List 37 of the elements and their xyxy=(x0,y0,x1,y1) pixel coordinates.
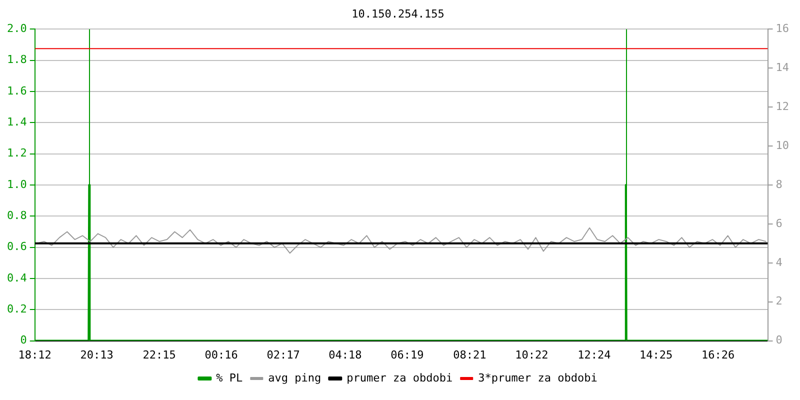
y-tick-label: 1.4 xyxy=(6,116,28,129)
y-tick-label: 0 xyxy=(20,334,27,347)
y-tick-label: 0.2 xyxy=(6,302,27,316)
y-tick-label: 0.6 xyxy=(6,240,27,254)
y2-tick-label: 0 xyxy=(776,334,782,347)
chart-title: 10.150.254.155 xyxy=(352,7,444,20)
y-tick-label: 0.8 xyxy=(6,209,27,222)
y2-tick-label: 16 xyxy=(776,22,790,36)
x-tick-label: 18:12 xyxy=(18,348,52,362)
x-tick-label: 16:26 xyxy=(702,348,735,362)
x-tick-label: 08:21 xyxy=(453,348,486,362)
y-tick-label: 1.2 xyxy=(6,146,27,160)
y2-tick-label: 10 xyxy=(776,138,790,152)
y-tick-label: 1.0 xyxy=(6,178,27,191)
x-tick-label: 02:17 xyxy=(266,348,300,362)
y2-tick-label: 4 xyxy=(776,256,783,269)
y2-tick-label: 12 xyxy=(776,100,790,113)
legend-label: prumer za obdobi xyxy=(346,371,453,384)
legend-label: 3*prumer za obdobi xyxy=(478,371,598,384)
y-tick-label: 0.4 xyxy=(6,271,28,284)
y-tick-label: 2.0 xyxy=(6,22,27,36)
x-tick-label: 14:25 xyxy=(640,348,673,362)
y2-tick-label: 8 xyxy=(776,178,782,191)
x-tick-label: 04:18 xyxy=(328,348,362,362)
y-tick-label: 1.6 xyxy=(6,84,27,98)
y2-tick-label: 14 xyxy=(776,61,790,74)
y2-tick-label: 2 xyxy=(776,294,782,308)
x-tick-label: 00:16 xyxy=(204,348,238,362)
y-tick-label: 1.8 xyxy=(6,53,27,66)
y2-tick-label: 6 xyxy=(776,216,782,230)
x-tick-label: 22:15 xyxy=(142,348,176,362)
x-tick-label: 10:22 xyxy=(515,348,548,362)
legend-label: % PL xyxy=(216,371,244,384)
x-tick-label: 12:24 xyxy=(578,348,612,362)
x-tick-label: 20:13 xyxy=(80,348,114,362)
x-tick-label: 06:19 xyxy=(390,348,424,362)
legend-label: avg ping xyxy=(268,371,322,384)
